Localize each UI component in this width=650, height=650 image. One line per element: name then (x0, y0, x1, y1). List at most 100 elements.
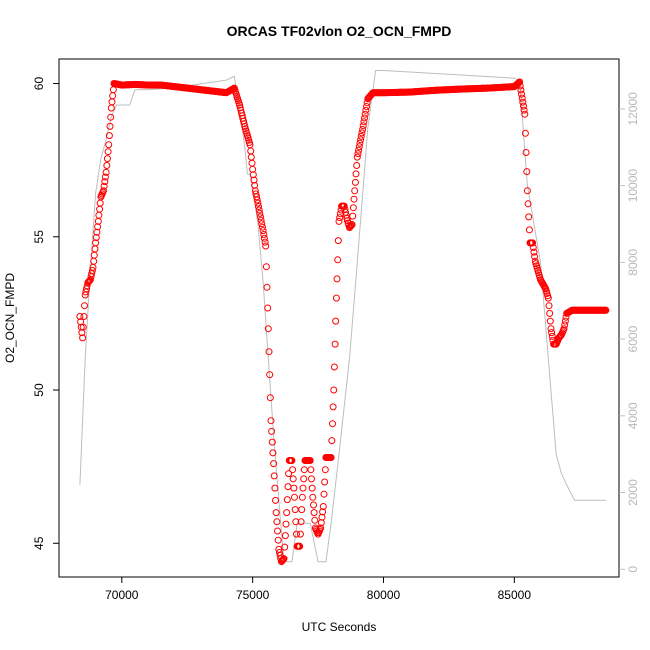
primary-point (266, 394, 274, 402)
primary-point (81, 302, 88, 310)
primary-point (269, 449, 277, 457)
primary-point (546, 317, 554, 325)
primary-point (300, 475, 308, 483)
primary-point (293, 530, 300, 538)
primary-point (285, 470, 293, 478)
primary-point (255, 206, 263, 214)
primary-point (77, 323, 85, 331)
primary-point (283, 496, 291, 504)
primary-point (524, 200, 532, 208)
primary-point (355, 143, 363, 151)
primary-point (310, 509, 318, 517)
primary-point (280, 555, 288, 563)
x-tick-label: 75000 (236, 588, 270, 602)
primary-point (96, 199, 104, 207)
primary-point (320, 490, 328, 498)
primary-point (354, 150, 362, 158)
primary-point (249, 165, 257, 173)
primary-point (251, 181, 259, 189)
primary-point (523, 187, 531, 195)
primary-point (105, 141, 113, 149)
primary-point (250, 176, 258, 184)
primary-point (100, 182, 108, 190)
primary-point (282, 520, 290, 528)
primary-point (347, 222, 355, 230)
primary-point (266, 371, 274, 379)
secondary-series-layer (79, 70, 606, 563)
primary-point (289, 466, 297, 474)
primary-point (261, 238, 269, 246)
primary-point (360, 118, 368, 126)
primary-point (274, 536, 282, 544)
primary-point (80, 313, 88, 320)
primary-point (332, 317, 340, 325)
primary-point (353, 153, 361, 161)
y-tick-label: 50 (32, 383, 46, 397)
primary-point (327, 454, 335, 461)
primary-point (517, 86, 525, 94)
primary-point (105, 132, 113, 140)
primary-point (77, 318, 85, 326)
primary-point (289, 475, 297, 483)
primary-point (270, 460, 278, 468)
primary-point (521, 110, 529, 118)
y-tick-label: 55 (32, 230, 46, 244)
primary-point (328, 437, 336, 445)
primary-point (288, 457, 296, 464)
x-axis-label: UTC Seconds (302, 620, 377, 634)
primary-point (103, 155, 111, 163)
primary-point (308, 475, 315, 483)
y2-tick-label: 0 (626, 566, 640, 573)
primary-point (346, 223, 354, 231)
primary-point (520, 106, 528, 114)
primary-point (319, 508, 327, 516)
primary-point (94, 223, 102, 231)
primary-point (297, 518, 305, 526)
primary-point (525, 213, 533, 221)
primary-point (291, 493, 298, 501)
primary-point (545, 302, 553, 310)
primary-point (106, 122, 114, 130)
primary-point (274, 527, 281, 535)
primary-point (333, 275, 341, 283)
primary-point (95, 211, 103, 219)
primary-point (103, 162, 111, 169)
primary-point (330, 386, 338, 394)
primary-point (516, 78, 524, 86)
primary-point (351, 178, 359, 186)
primary-point (311, 516, 319, 524)
primary-point (79, 323, 87, 331)
primary-point (254, 199, 262, 207)
primary-point (257, 216, 265, 224)
primary-point (90, 251, 98, 259)
primary-point (291, 506, 299, 514)
y-tick-label: 45 (32, 536, 46, 550)
primary-point (108, 98, 116, 106)
primary-point (357, 132, 365, 140)
primary-point (90, 257, 98, 265)
chart-title: ORCAS TF02vlon O2_OCN_FMPD (227, 23, 452, 39)
primary-point (292, 518, 300, 526)
primary-point (602, 306, 610, 314)
y-axis-right: 0 2000 4000 6000 8000 10000 12000 (619, 92, 640, 573)
primary-point (84, 278, 92, 286)
primary-point (349, 212, 357, 220)
primary-point (317, 524, 325, 532)
primary-point (520, 102, 527, 110)
primary-point (256, 209, 264, 217)
plot-frame (58, 58, 620, 578)
primary-point (247, 147, 255, 155)
y-axis-left: 45 50 55 60 (32, 77, 59, 550)
primary-point (296, 542, 304, 550)
primary-point (107, 113, 115, 121)
primary-point (329, 403, 337, 411)
primary-point (249, 171, 257, 179)
primary-point (349, 204, 357, 212)
primary-point (548, 329, 556, 337)
primary-point (299, 484, 307, 492)
primary-point (268, 438, 276, 446)
primary-point (335, 217, 343, 225)
primary-point (100, 187, 107, 195)
primary-point (560, 325, 568, 333)
primary-point (262, 263, 270, 271)
